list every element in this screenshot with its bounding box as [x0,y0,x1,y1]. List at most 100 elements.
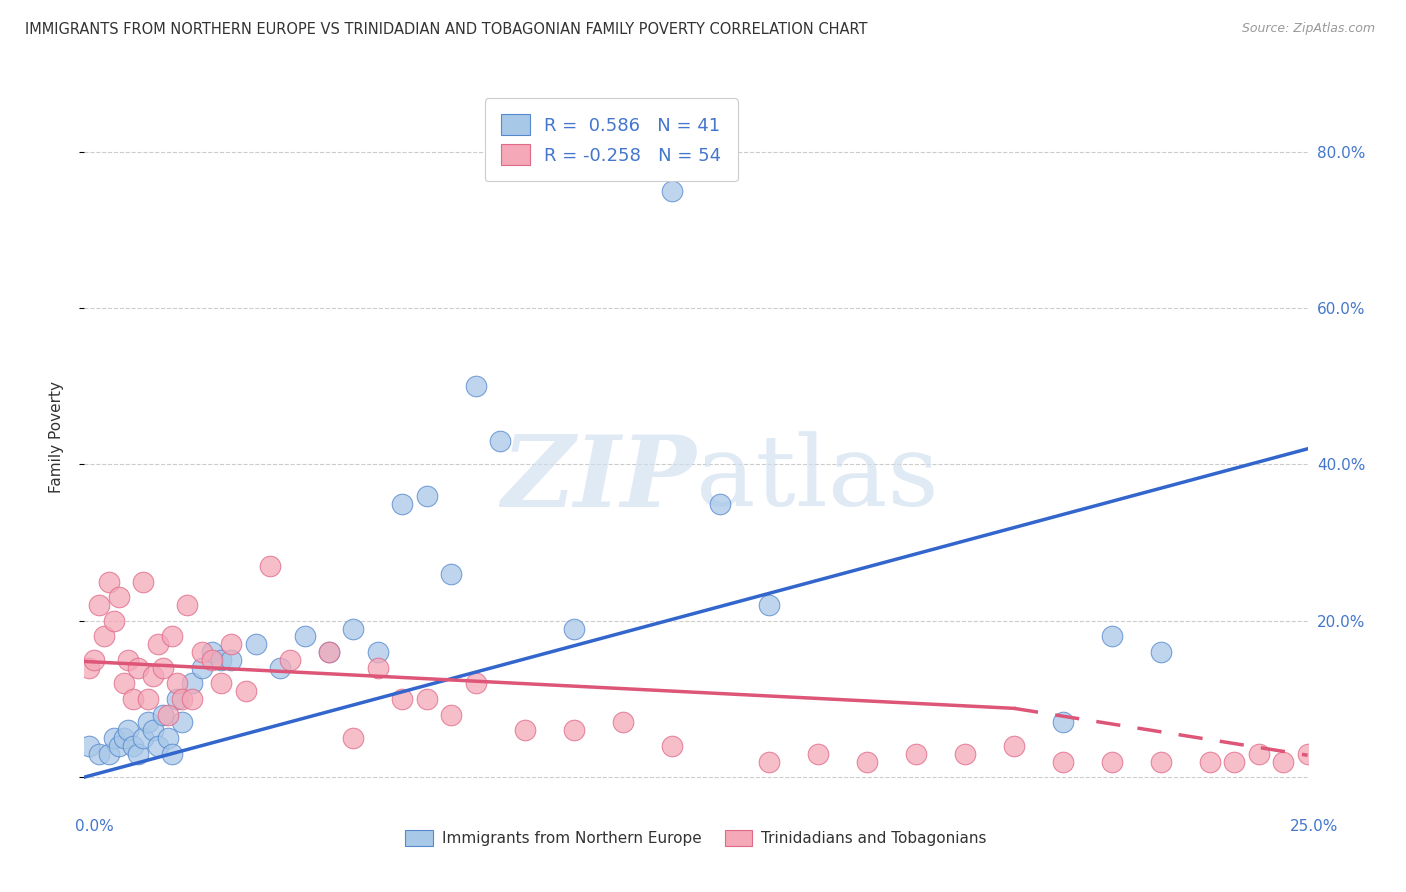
Text: ZIP: ZIP [501,431,696,527]
Point [181,692,204,706]
Point [172,692,194,706]
Point [367,645,389,659]
Point [117,653,139,667]
Point [181,676,204,690]
Point [191,661,214,675]
Text: atlas: atlas [696,431,939,526]
Point [278,653,301,667]
Point [107,739,129,753]
Point [953,747,976,761]
Point [162,747,184,761]
Point [209,676,232,690]
Point [87,598,110,612]
Point [132,731,155,745]
Point [1296,747,1319,761]
Point [807,747,830,761]
Point [562,723,585,738]
Point [97,747,120,761]
Point [905,747,928,761]
Point [200,653,222,667]
Point [1052,715,1074,730]
Point [152,661,174,675]
Point [661,739,683,753]
Point [489,434,512,448]
Point [132,574,155,589]
Point [318,645,340,659]
Point [156,731,179,745]
Text: 25.0%: 25.0% [1291,820,1339,834]
Point [1101,629,1123,643]
Point [1150,755,1173,769]
Point [83,653,105,667]
Point [1272,755,1295,769]
Point [146,739,169,753]
Point [416,692,439,706]
Point [440,566,463,581]
Point [758,755,780,769]
Point [77,739,100,753]
Point [162,629,184,643]
Point [235,684,257,698]
Point [176,598,198,612]
Point [612,715,634,730]
Point [342,622,364,636]
Point [146,637,169,651]
Point [1247,747,1270,761]
Point [103,731,125,745]
Point [127,747,149,761]
Point [93,629,115,643]
Point [1150,645,1173,659]
Point [112,731,135,745]
Point [107,591,129,605]
Point [464,379,486,393]
Point [1002,739,1025,753]
Point [709,496,731,510]
Point [1101,755,1123,769]
Point [136,692,159,706]
Text: 0.0%: 0.0% [75,820,114,834]
Point [152,707,174,722]
Point [856,755,879,769]
Point [219,653,242,667]
Point [77,661,100,675]
Point [318,645,340,659]
Point [166,676,188,690]
Point [103,614,125,628]
Text: IMMIGRANTS FROM NORTHERN EUROPE VS TRINIDADIAN AND TOBAGONIAN FAMILY POVERTY COR: IMMIGRANTS FROM NORTHERN EUROPE VS TRINI… [25,22,868,37]
Point [136,715,159,730]
Point [127,661,149,675]
Point [440,707,463,722]
Point [191,645,214,659]
Point [172,715,194,730]
Point [122,692,145,706]
Point [156,707,179,722]
Point [209,653,232,667]
Point [464,676,486,690]
Point [562,622,585,636]
Point [117,723,139,738]
Legend: Immigrants from Northern Europe, Trinidadians and Tobagonians: Immigrants from Northern Europe, Trinida… [398,822,994,854]
Point [661,184,683,198]
Point [245,637,267,651]
Point [112,676,135,690]
Point [416,489,439,503]
Point [758,598,780,612]
Point [1223,755,1246,769]
Point [1198,755,1220,769]
Point [219,637,242,651]
Point [1052,755,1074,769]
Point [166,692,188,706]
Point [200,645,222,659]
Point [142,668,165,682]
Point [97,574,120,589]
Point [342,731,364,745]
Y-axis label: Family Poverty: Family Poverty [49,381,63,493]
Point [142,723,165,738]
Point [513,723,536,738]
Point [391,692,413,706]
Point [294,629,316,643]
Point [87,747,110,761]
Point [391,496,413,510]
Point [367,661,389,675]
Text: Source: ZipAtlas.com: Source: ZipAtlas.com [1241,22,1375,36]
